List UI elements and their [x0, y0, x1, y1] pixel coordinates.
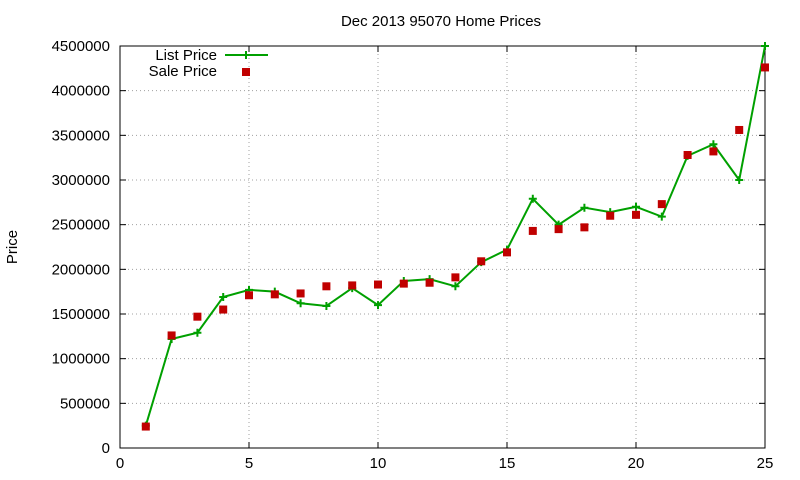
x-tick-label: 10 [370, 455, 387, 472]
list-price-point [219, 293, 228, 302]
sale-price-point [503, 248, 511, 257]
x-tick-label: 15 [499, 455, 516, 472]
legend-label-list-price: List Price [155, 47, 217, 64]
y-tick-label: 500000 [60, 395, 110, 412]
sale-price-point [270, 290, 279, 299]
grid [120, 46, 765, 448]
y-tick-label: 2500000 [52, 217, 110, 234]
y-tick-label: 4000000 [52, 83, 110, 100]
sale-price-point [761, 63, 769, 72]
sale-price-point [322, 282, 331, 291]
sale-price-point [657, 200, 666, 209]
chart-title: Dec 2013 95070 Home Prices [341, 13, 541, 30]
sale-price-point [245, 291, 253, 300]
list-price-point [193, 328, 202, 337]
sale-price-point [683, 150, 692, 159]
y-tick-label: 2000000 [52, 261, 110, 278]
list-price-point [709, 140, 718, 149]
sale-price-point [580, 223, 589, 232]
x-tick-label: 25 [757, 455, 774, 472]
sale-price-point [141, 422, 150, 431]
list-price-point [451, 282, 460, 291]
sale-price-point [167, 331, 176, 340]
sale-price-point [477, 257, 486, 266]
list-price-point [657, 212, 666, 221]
sale-price-point [296, 289, 305, 298]
series [141, 42, 769, 431]
y-tick-label: 3000000 [52, 172, 110, 189]
sale-price-point [425, 278, 434, 287]
y-tick-label: 0 [102, 440, 110, 457]
sale-price-point [709, 147, 718, 156]
y-tick-label: 1500000 [52, 306, 110, 323]
y-tick-label: 4500000 [52, 38, 110, 55]
plot-frame [119, 45, 766, 449]
list-price-point [296, 299, 305, 308]
list-price-point [528, 194, 537, 203]
legend-label-sale-price: Sale Price [149, 63, 217, 80]
list-price-point [632, 202, 640, 211]
sale-price-point [374, 280, 382, 289]
y-tick-label: 1000000 [52, 351, 110, 368]
x-tick-label: 0 [116, 455, 124, 472]
sale-price-point [606, 211, 615, 220]
legend-sale-price-marker [242, 68, 250, 76]
sale-price-point [735, 125, 744, 134]
sale-price-point [451, 273, 460, 282]
sale-price-point [219, 305, 228, 314]
sale-price-point [399, 279, 408, 288]
sale-price-point [193, 312, 202, 321]
y-axis-label: Price [4, 230, 21, 264]
list-price-point [580, 203, 589, 212]
list-price-line [144, 45, 766, 426]
sale-price-point [528, 226, 537, 235]
list-price-point [322, 301, 331, 310]
x-tick-label: 20 [628, 455, 645, 472]
legend-marks [225, 51, 268, 76]
sale-price-point [348, 281, 357, 290]
sale-price-point [632, 210, 640, 219]
y-tick-label: 3500000 [52, 127, 110, 144]
sale-price-point [554, 225, 563, 234]
list-price-point [374, 301, 382, 310]
list-price-point [761, 42, 769, 50]
legend: List Price Sale Price [149, 47, 268, 80]
list-price-point [735, 176, 744, 184]
legend-list-price-marker [242, 51, 250, 59]
axis-ticks: 0 5 10 15 20 25 0 500000 1000000 1500000 2000000 25… [52, 38, 774, 472]
x-tick-label: 5 [245, 455, 253, 472]
